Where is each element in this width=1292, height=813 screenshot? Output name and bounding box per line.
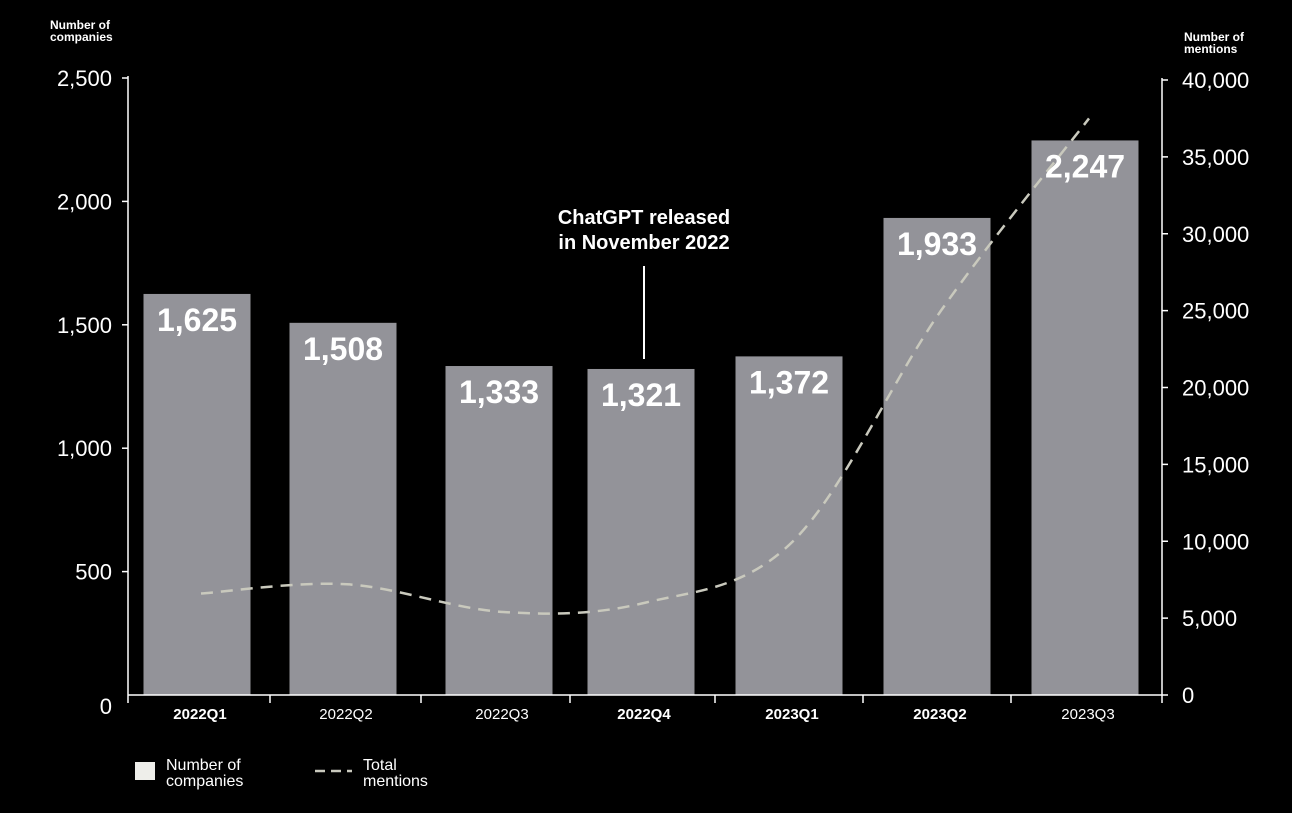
bar-2022q3 bbox=[445, 366, 553, 695]
legend-label-line: Number of bbox=[166, 757, 241, 774]
left-tick-label: 0 bbox=[100, 694, 112, 719]
right-tick-label: 30,000 bbox=[1182, 222, 1249, 247]
right-tick-label: 35,000 bbox=[1182, 145, 1249, 170]
category-label: 2022Q2 bbox=[319, 706, 372, 723]
category-label: 2023Q3 bbox=[1061, 706, 1114, 723]
left-tick-label: 1,000 bbox=[57, 436, 112, 461]
left-axis-title-line: companies bbox=[50, 30, 113, 44]
bar-value-label: 1,372 bbox=[749, 364, 829, 400]
left-tick-label: 500 bbox=[75, 560, 112, 585]
legend-bar-swatch bbox=[135, 762, 155, 780]
category-label: 2022Q4 bbox=[617, 706, 671, 723]
bar-2022q1 bbox=[143, 293, 251, 695]
left-tick-label: 2,500 bbox=[57, 66, 112, 91]
left-tick-label: 1,500 bbox=[57, 313, 112, 338]
x-axis: 2022Q1 2022Q2 2022Q3 2022Q4 2023Q1 2023Q2 2023… bbox=[127, 694, 1163, 723]
right-axis-title-line: mentions bbox=[1184, 42, 1238, 56]
right-axis-title-line: Number of bbox=[1184, 30, 1245, 44]
legend-label-line: companies bbox=[166, 773, 243, 790]
bar-value-label: 2,247 bbox=[1045, 148, 1125, 184]
right-tick-label: 15,000 bbox=[1182, 452, 1249, 477]
left-tick-label: 2,000 bbox=[57, 189, 112, 214]
bar-value-label: 1,933 bbox=[897, 226, 977, 262]
right-tick-label: 10,000 bbox=[1182, 529, 1249, 554]
annotation: ChatGPT released in November 2022 bbox=[558, 207, 730, 359]
bar-value-label: 1,333 bbox=[459, 374, 539, 410]
bar-2022q4 bbox=[587, 368, 695, 695]
bar-2023q3 bbox=[1031, 140, 1139, 695]
total-mentions-line bbox=[200, 117, 1090, 615]
bar-value-label: 1,625 bbox=[157, 302, 237, 338]
right-tick-label: 25,000 bbox=[1182, 299, 1249, 324]
bar-2023q2 bbox=[883, 217, 991, 695]
bars bbox=[143, 140, 1139, 695]
annotation-text-line: ChatGPT released bbox=[558, 207, 730, 229]
annotation-text-line: in November 2022 bbox=[558, 232, 729, 254]
right-tick-label: 20,000 bbox=[1182, 376, 1249, 401]
bar-value-label: 1,508 bbox=[303, 331, 383, 367]
right-tick-label: 5,000 bbox=[1182, 606, 1237, 631]
legend-label-line: Total bbox=[363, 757, 397, 774]
bar-value-label: 1,321 bbox=[601, 377, 681, 413]
left-axis-title-line: Number of bbox=[50, 18, 111, 32]
category-label: 2022Q3 bbox=[475, 706, 528, 723]
category-label: 2022Q1 bbox=[173, 706, 226, 723]
data-labels: 1,625 1,508 1,333 1,321 1,372 1,933 2,247 bbox=[157, 148, 1125, 413]
legend-label-line: mentions bbox=[363, 773, 428, 790]
bar-2023q1 bbox=[735, 356, 843, 695]
right-tick-label: 0 bbox=[1182, 683, 1194, 708]
bar-2022q2 bbox=[289, 322, 397, 695]
category-label: 2023Q2 bbox=[913, 706, 966, 723]
category-label: 2023Q1 bbox=[765, 706, 818, 723]
mentions-line-group bbox=[200, 117, 1090, 615]
right-tick-label: 40,000 bbox=[1182, 68, 1249, 93]
